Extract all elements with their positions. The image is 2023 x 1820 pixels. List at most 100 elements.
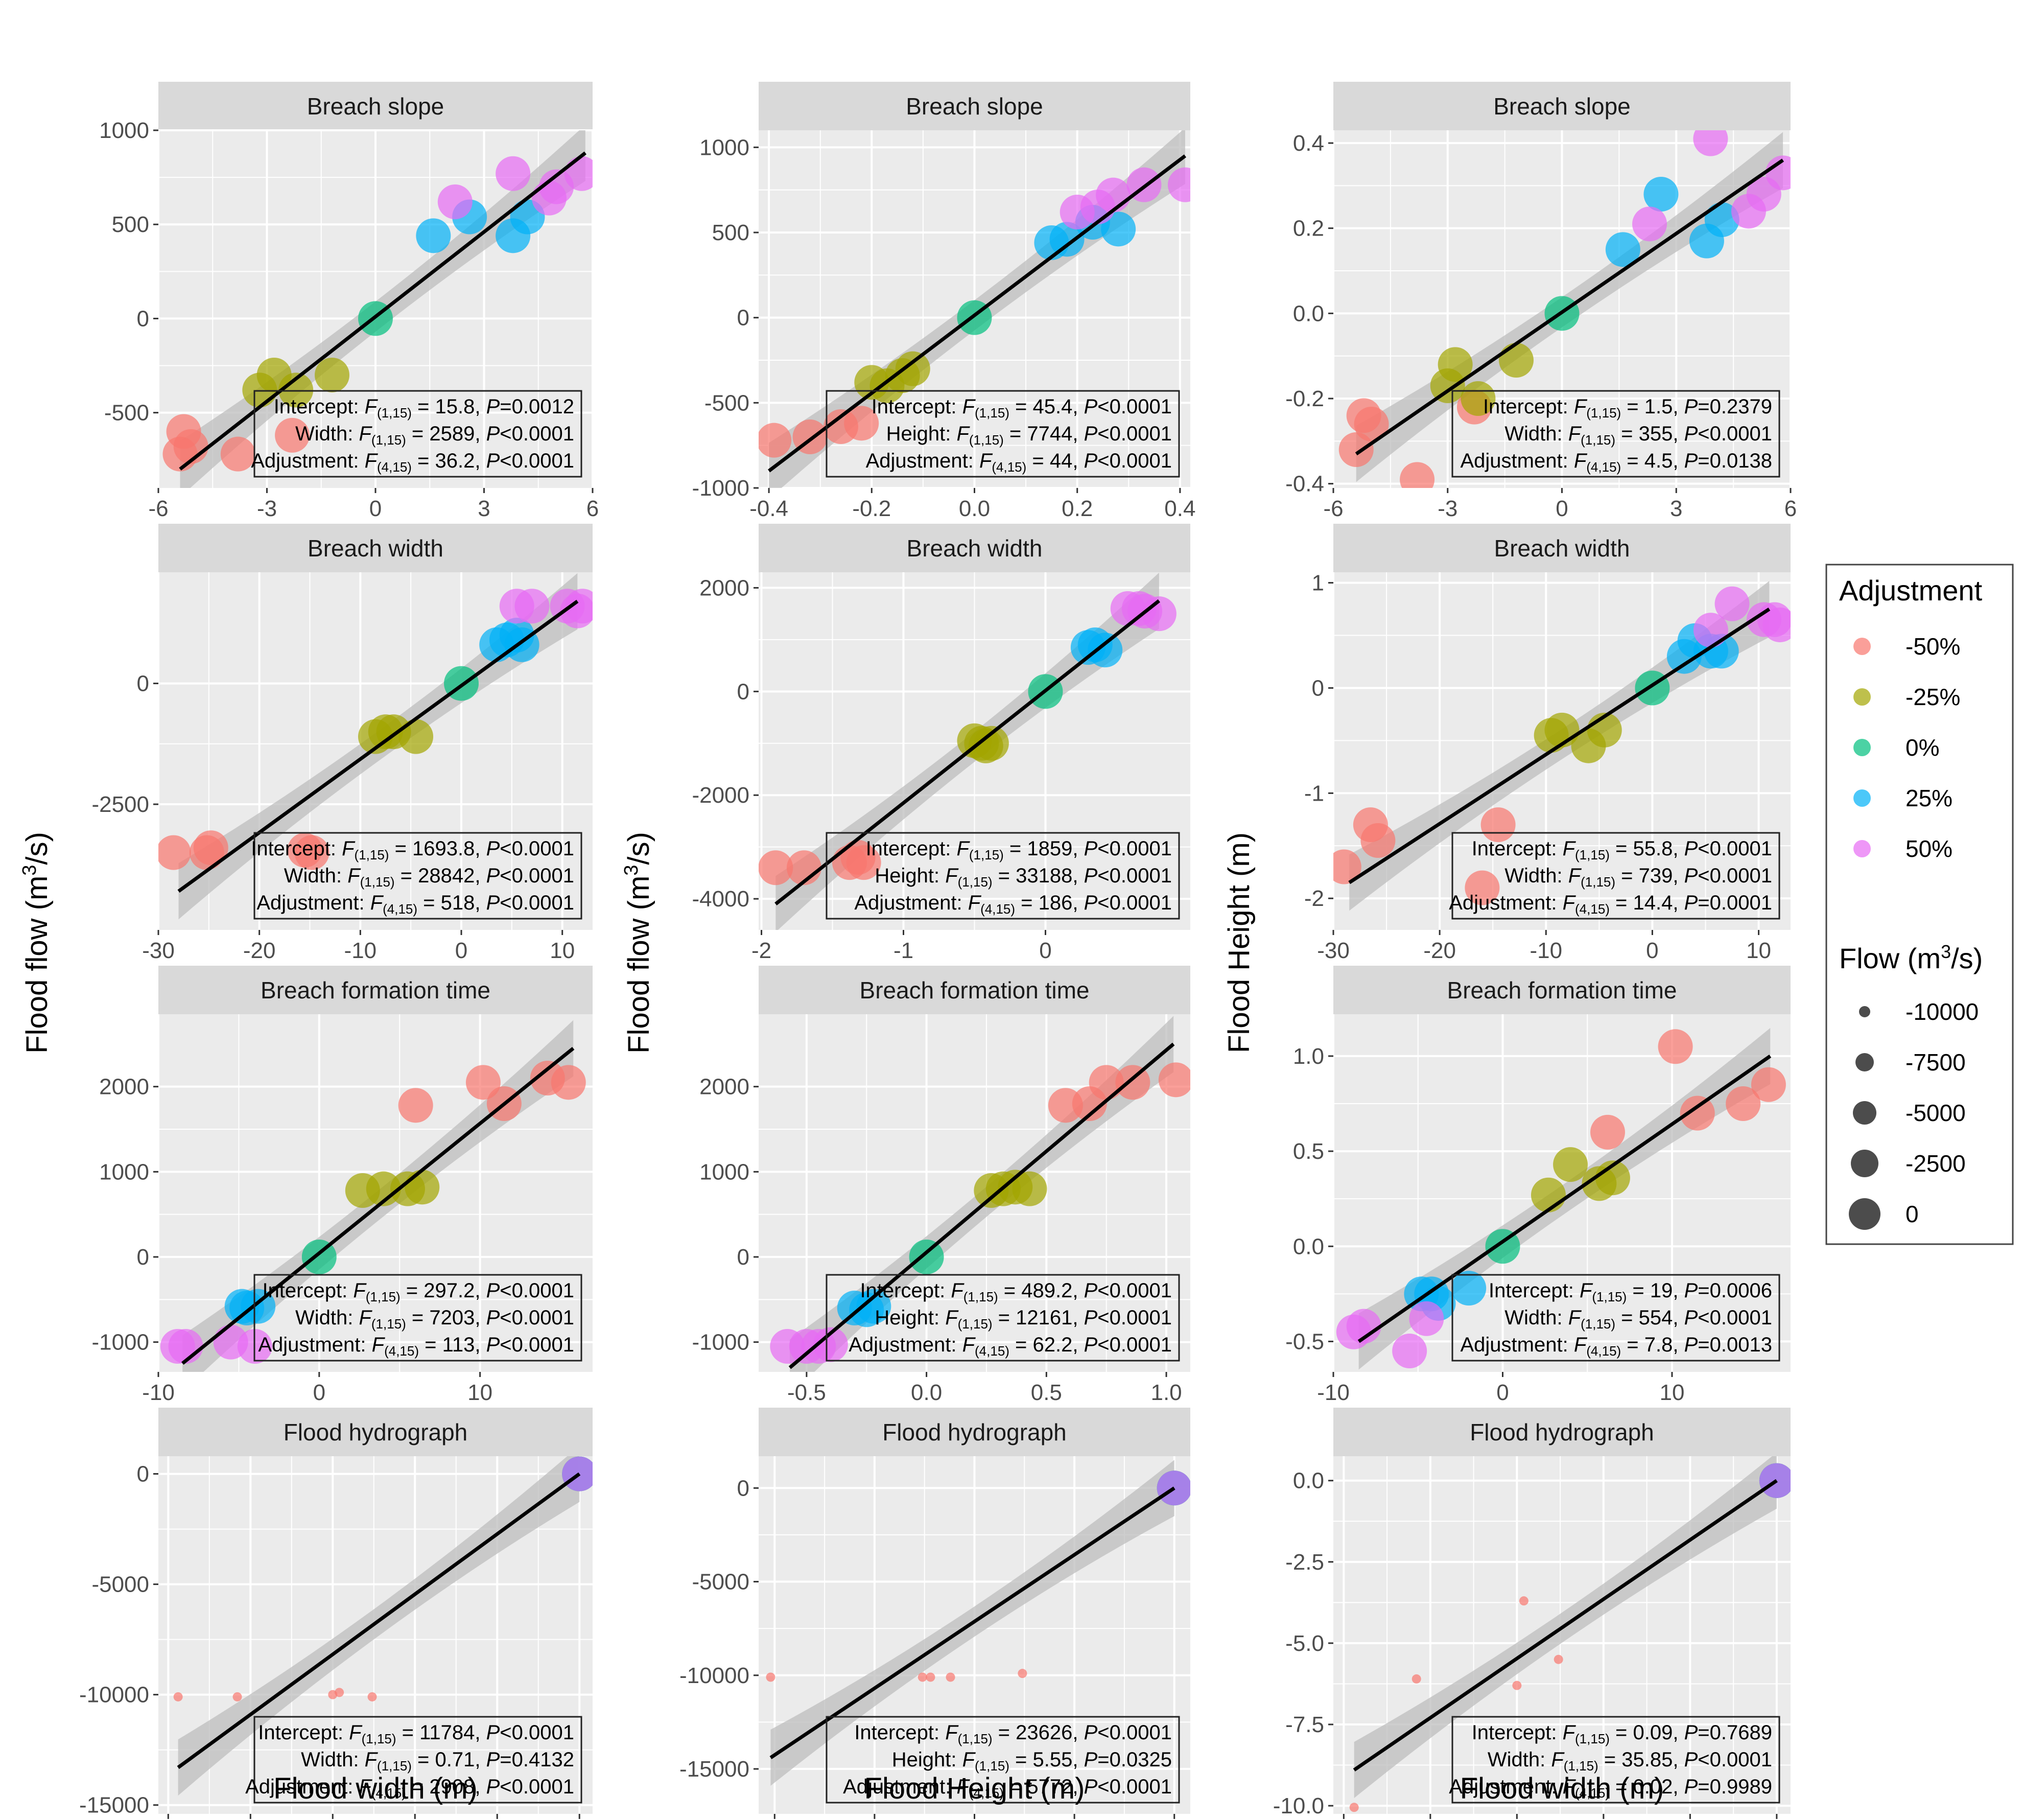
data-point--50% (275, 417, 310, 453)
regression-line (1357, 1055, 1772, 1343)
data-point--50% (766, 1672, 775, 1682)
panel-title: Breach slope (307, 93, 444, 120)
stat-fragment: : (353, 450, 364, 472)
data-point-50% (1714, 586, 1750, 621)
stat-df: (1,15) (1581, 874, 1615, 890)
stat-val: = 7.8, (1621, 1334, 1684, 1356)
stat-name: Width (1504, 1306, 1557, 1329)
y-tick-label: -5.0 (1285, 1631, 1324, 1656)
stat-fragment: F (1563, 1721, 1577, 1744)
x-tick-label: 10 (467, 1380, 492, 1405)
stat-val: = 28842, (395, 865, 486, 887)
data-point--25% (1531, 1177, 1566, 1212)
stat-p: <0.0001 (1698, 865, 1772, 887)
data-layer (759, 572, 1177, 930)
stat-fragment: : (336, 865, 347, 887)
data-point--50% (844, 406, 879, 441)
stat-df: (1,15) (1575, 1731, 1610, 1746)
stat-p: <0.0001 (500, 837, 574, 860)
data-point-50% (565, 589, 593, 624)
x-tick-label: 0 (313, 1380, 325, 1405)
legend-flow-label: 0 (1906, 1201, 1919, 1227)
stat-p: <0.0001 (1097, 1776, 1172, 1798)
panel-6: Breach width-30 -20 -10 0 10-2-101Intercept:… (1304, 524, 1791, 963)
y-tick-label: 1000 (99, 118, 149, 143)
stats-annotation: Intercept: F(1,15) = 297.2, P<0.0001Widt… (253, 1274, 582, 1362)
stat-val: = 489.2, (998, 1279, 1084, 1302)
stat-fragment: F (1574, 1334, 1588, 1356)
stats-box (826, 1274, 1180, 1362)
stat-fragment: : (353, 395, 364, 418)
stat-df: (4,15) (371, 1785, 406, 1801)
stat-fragment: P (1084, 892, 1098, 914)
y-tick-label: 0.0 (1293, 301, 1324, 326)
stats-box (826, 1716, 1180, 1804)
regression-line (788, 1042, 1175, 1369)
stat-fragment: F (1568, 865, 1582, 887)
y-tick-label: 2000 (699, 1075, 749, 1100)
x-tick-label: -6 (1323, 496, 1343, 521)
data-point--50% (926, 1672, 935, 1682)
data-point--50% (1519, 1596, 1528, 1606)
stats-annotation: Intercept: F(1,15) = 489.2, P<0.0001Heig… (826, 1274, 1180, 1362)
stat-name: Adjustment (854, 892, 956, 914)
x-tick-label: -10 (1317, 1380, 1350, 1405)
tick-labels: -6 -3 0 3 6 -0.4 -0.2 0.0 0.2 0.4 (1285, 131, 1797, 521)
stat-p: =0.0325 (1097, 1748, 1172, 1771)
y-tick-label: 0 (737, 1476, 749, 1501)
stat-name: Adjustment (1449, 892, 1551, 914)
stat-name: Adjustment (258, 1334, 360, 1356)
y-tick-label: -10000 (679, 1663, 749, 1688)
y-tick-label: -1000 (692, 1330, 749, 1355)
stat-fragment: : (934, 865, 945, 887)
stat-line: Intercept: F(1,15) = 45.4, P<0.0001 (872, 395, 1172, 421)
panel-5: Breach width -2 -1 0 -4000 -2000 0 2000 Intercep… (692, 524, 1190, 963)
y-tick-label: -15000 (679, 1757, 749, 1782)
stat-fragment: F (962, 395, 976, 418)
stat-fragment: F (353, 1279, 367, 1302)
panel-3: Breach slope -6 -3 0 3 6 -0.4 -0.2 0.0 0.2 0.4 Inte… (1285, 82, 1797, 521)
stat-name: Width (1488, 1748, 1540, 1771)
y-axis-title-main: Flood flow (m (20, 876, 54, 1054)
data-point--25% (1461, 381, 1496, 416)
data-point--25% (895, 351, 930, 386)
tick-labels: -30 -20 -10 0 10-2-101 (1304, 571, 1771, 963)
stat-fragment: P (1684, 450, 1698, 472)
data-point-25% (1643, 177, 1679, 212)
y-tick-label: 1000 (699, 135, 749, 160)
panel-title: Flood hydrograph (882, 1419, 1067, 1445)
panel-12: Flood hydrograph-125-100-75-50-250-10.0-… (1273, 1408, 1791, 1819)
legend-adjustment-label: -50% (1906, 633, 1960, 660)
stat-fragment: P (1084, 423, 1098, 445)
stat-line: Intercept: F(1,15) = 297.2, P<0.0001 (262, 1279, 574, 1304)
stat-fragment: : (1563, 450, 1574, 472)
stat-fragment: : (968, 450, 979, 472)
y-axis-title: Flood flow (m3/s) (621, 832, 655, 1054)
stat-df: (4,15) (1575, 901, 1610, 917)
stat-line: Width: F(1,15) = 554, P<0.0001 (1504, 1306, 1772, 1332)
tick-labels: -10 0 10 -1000 0 1000 2000 (91, 1075, 492, 1405)
data-point--50% (1158, 1062, 1190, 1098)
x-tick-label: 0.4 (1164, 496, 1195, 521)
y-tick-label: -4000 (692, 886, 749, 912)
x-tick-label: -6 (148, 496, 168, 521)
data-point-25% (1704, 202, 1739, 237)
stats-annotation: Intercept: F(1,15) = 0.09, P=0.7689Width… (1449, 1716, 1780, 1804)
stat-line: Adjustment: F(4,15) = 186, P<0.0001 (854, 892, 1172, 917)
data-layer (162, 130, 593, 488)
stat-fragment: P (1684, 1306, 1698, 1329)
stats-box (1451, 832, 1780, 920)
stat-df: (4,15) (1575, 1785, 1610, 1801)
stat-fragment: P (1084, 395, 1098, 418)
y-tick-label: -1 (1304, 781, 1324, 806)
stat-p: <0.0001 (1097, 1306, 1172, 1329)
stat-val: = 0.02, (1610, 1776, 1684, 1798)
stat-fragment: : (338, 1721, 349, 1744)
y-tick-label: 1.0 (1293, 1044, 1324, 1069)
stat-p: =0.2379 (1698, 395, 1772, 418)
stat-line: Adjustment: F(4,15) = 113, P<0.0001 (258, 1334, 574, 1359)
stat-fragment: P (1684, 395, 1698, 418)
stat-df: (1,15) (958, 874, 993, 890)
y-tick-label: -15000 (79, 1793, 149, 1818)
